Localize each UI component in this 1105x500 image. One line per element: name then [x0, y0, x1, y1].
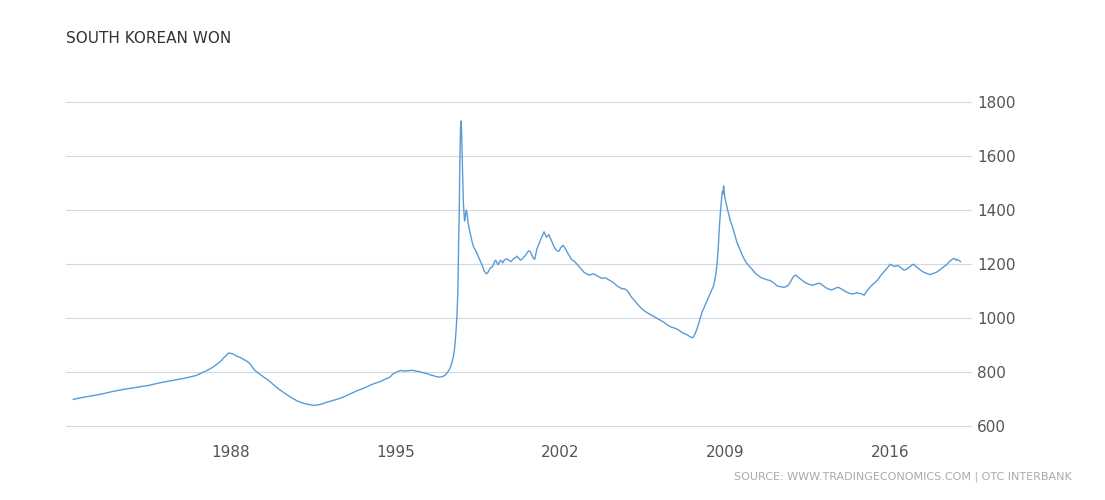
Text: SOUTH KOREAN WON: SOUTH KOREAN WON: [66, 31, 232, 46]
Text: SOURCE: WWW.TRADINGECONOMICS.COM | OTC INTERBANK: SOURCE: WWW.TRADINGECONOMICS.COM | OTC I…: [734, 472, 1072, 482]
